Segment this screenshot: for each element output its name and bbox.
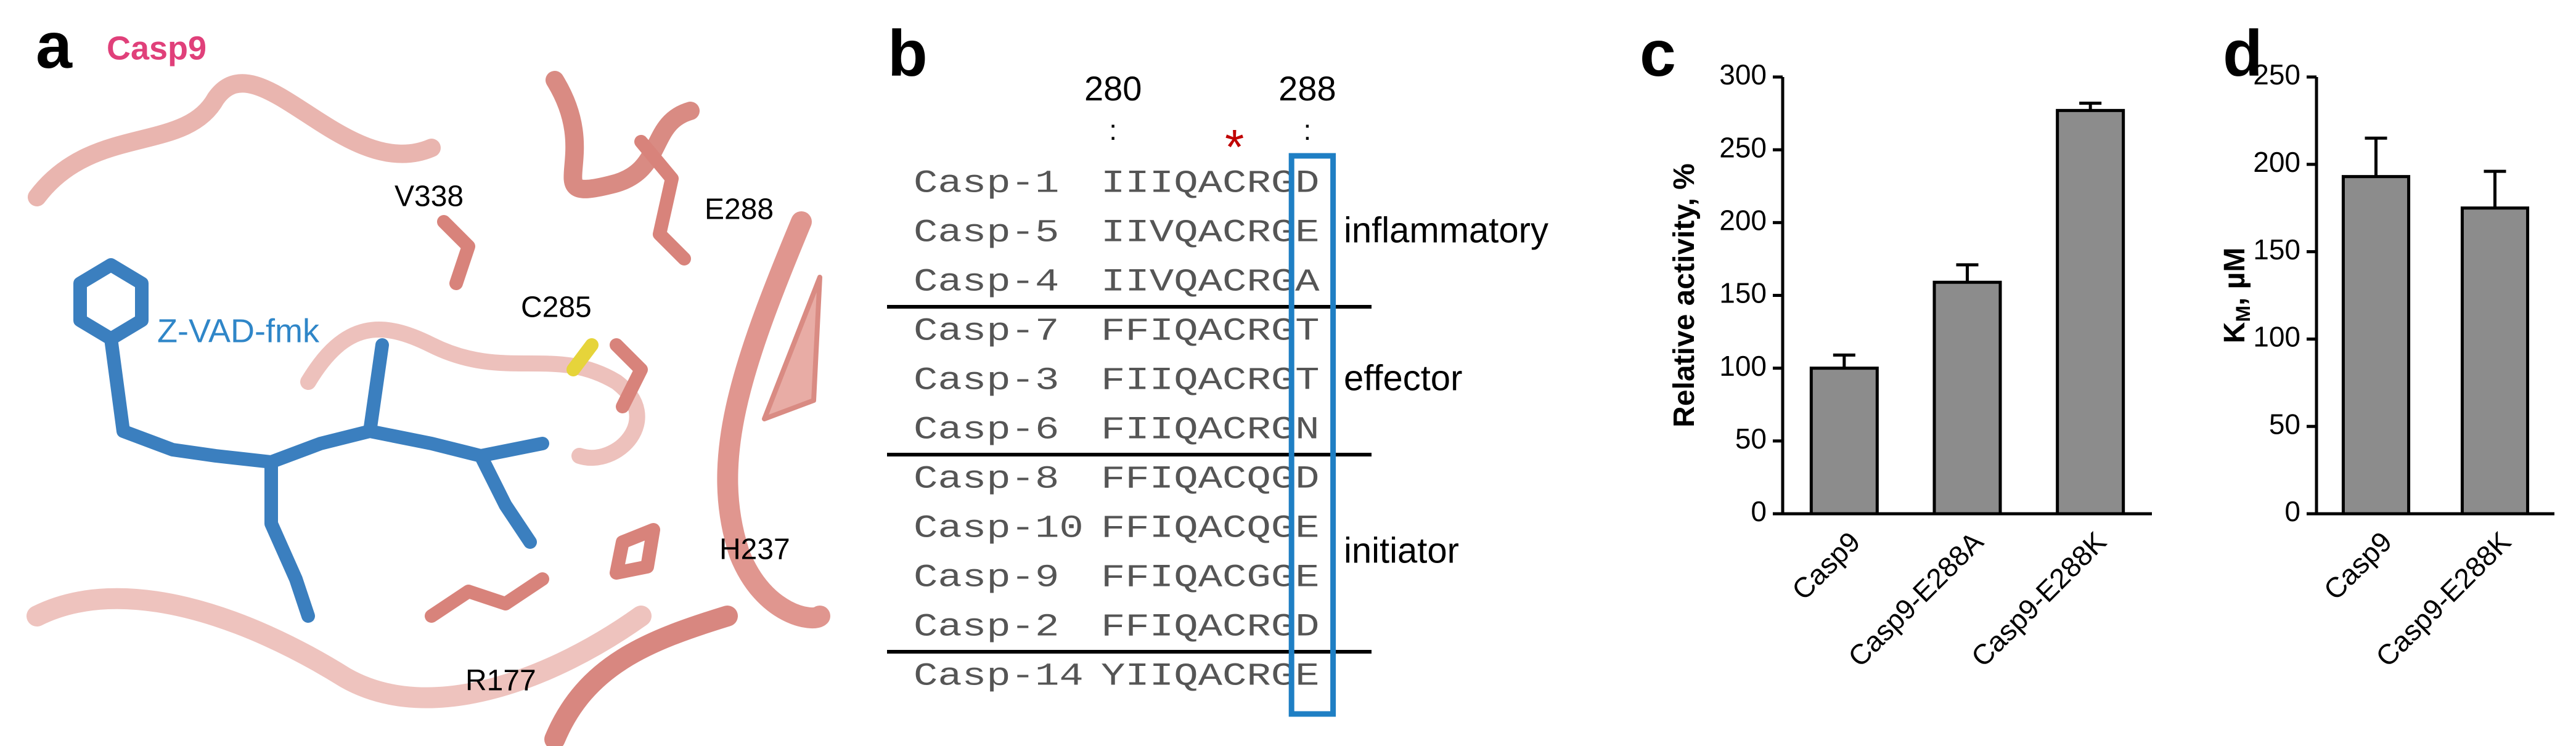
sequence: IIIQACRGD	[1101, 166, 1320, 202]
sequence-name: Casp-4	[914, 264, 1059, 301]
panel-label: b	[888, 17, 928, 90]
conserved-asterisk: *	[1225, 120, 1244, 174]
error-bar	[2079, 102, 2102, 111]
position-marker: :	[1304, 114, 1312, 146]
y-axis-label-subscript: M	[2232, 306, 2254, 322]
y-tick-label: 200	[2253, 146, 2300, 178]
y-tick-label: 300	[1719, 59, 1767, 91]
panel-label: c	[1640, 17, 1676, 90]
y-tick-label: 0	[1751, 495, 1767, 527]
panel-label: a	[36, 9, 73, 82]
protein-name: Casp9	[107, 30, 206, 67]
y-tick-label: 50	[1735, 423, 1767, 455]
sequence-name: Casp-2	[914, 609, 1059, 646]
bar	[2056, 108, 2125, 516]
error-bar	[1833, 353, 1855, 368]
residue-label: H237	[719, 533, 790, 566]
sequence: FFIQACRGT	[1101, 314, 1320, 350]
sequence-name: Casp-8	[914, 461, 1059, 498]
x-tick-label: Casp9	[2317, 525, 2398, 606]
residue-label: R177	[465, 665, 536, 697]
y-tick-label: 50	[2269, 408, 2300, 440]
error-bar	[2484, 169, 2506, 208]
sequence-name: Casp-5	[914, 215, 1059, 251]
error-bar	[2365, 136, 2387, 177]
sequence-name: Casp-3	[914, 363, 1059, 399]
position-number: 288	[1278, 69, 1336, 108]
y-tick-label: 150	[1719, 277, 1767, 309]
sequence: YIIQACRGE	[1101, 659, 1320, 695]
y-tick-label: 250	[1719, 131, 1767, 163]
y-tick-label: 100	[1719, 350, 1767, 382]
sequence: FFIQACGGE	[1101, 560, 1320, 596]
sequence: FIIQACRGN	[1101, 412, 1320, 448]
y-axis-label-text: Relative activity, %	[1668, 163, 1701, 428]
highlight-box	[1288, 153, 1336, 717]
bar	[1932, 280, 2002, 516]
sequence-name: Casp-9	[914, 560, 1059, 596]
y-axis-label: KM, µM	[2218, 248, 2255, 344]
group-label: effector	[1344, 358, 1462, 398]
sequence-name: Casp-14	[914, 659, 1084, 695]
panel-label: d	[2223, 17, 2263, 90]
position-marker: :	[1109, 114, 1117, 146]
bar	[2460, 206, 2530, 516]
error-bar	[1956, 263, 1979, 283]
sequence: FFIQACQGE	[1101, 511, 1320, 547]
bar	[2341, 175, 2411, 516]
y-tick-label: 250	[2253, 59, 2300, 91]
ligand-label: Z-VAD-fmk	[157, 312, 320, 349]
sequence: IIVQACRGA	[1101, 264, 1320, 301]
y-axis-label-text: K	[2218, 322, 2251, 343]
sequence: FFIQACRGD	[1101, 609, 1320, 646]
sequence-name: Casp-1	[914, 166, 1059, 202]
y-axis-label-unit: , µM	[2218, 248, 2251, 306]
y-axis-label: Relative activity, %	[1668, 163, 1701, 428]
x-tick-label: Casp9	[1786, 525, 1867, 606]
bar	[1809, 367, 1879, 516]
structure-image	[27, 71, 830, 746]
residue-label: C285	[521, 291, 592, 324]
y-tick-label: 100	[2253, 321, 2300, 353]
y-tick-label: 150	[2253, 233, 2300, 266]
sequence-name: Casp-7	[914, 314, 1059, 350]
sequence-name: Casp-10	[914, 511, 1084, 547]
group-label: inflammatory	[1344, 210, 1548, 250]
y-tick-label: 0	[2284, 495, 2300, 527]
sequence: FIIQACRGT	[1101, 363, 1320, 399]
sequence-name: Casp-6	[914, 412, 1059, 448]
position-number: 280	[1084, 69, 1142, 108]
sequence: FFIQACQGD	[1101, 461, 1320, 498]
residue-label: E288	[705, 193, 774, 226]
group-label: initiator	[1344, 530, 1459, 570]
residue-label: V338	[395, 180, 464, 213]
sequence: IIVQACRGE	[1101, 215, 1320, 251]
y-tick-label: 200	[1719, 204, 1767, 236]
